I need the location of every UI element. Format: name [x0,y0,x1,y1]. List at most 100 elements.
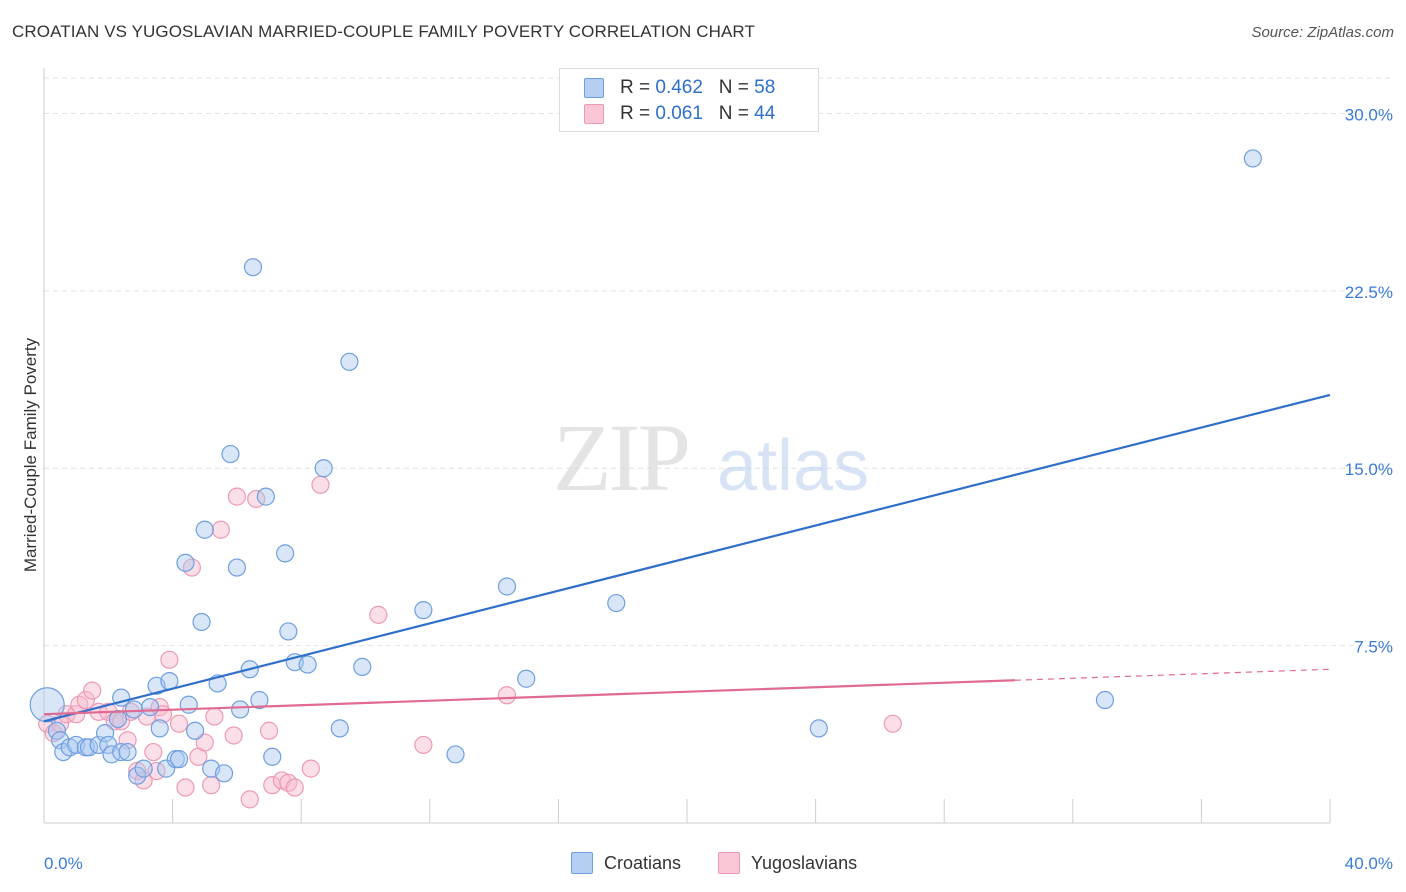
croatians-legend-swatch [571,852,593,874]
croatians-point [150,719,169,738]
croatians-point [263,747,282,766]
croatians-point [176,553,195,572]
n-label: N = [718,103,755,124]
croatians-point [809,719,828,738]
yugoslavians-legend-label: Yugoslavians [751,852,858,873]
yugoslavians-point [160,650,179,669]
croatians-point [47,721,66,740]
n-label: N = [718,77,755,98]
croatians-point [279,622,298,641]
n-value-yugoslavians: 44 [754,103,776,124]
r-label: R = [620,77,656,98]
yugoslavians-point [301,759,320,778]
croatians-point [192,612,211,632]
watermark-atlas: atlas [717,426,869,506]
croatians-point [214,764,234,783]
yugoslavians-point [169,714,189,733]
croatians-point [108,709,128,729]
croatians-point [517,669,536,688]
grid-lines [44,77,1392,647]
yugoslavians-point [883,714,902,733]
legend-item-yugoslavians: Yugoslavians [718,852,857,874]
axes [43,68,1331,824]
croatians-point [607,593,626,613]
tick-labels: 7.5% 15.0% 22.5% 30.0% 0.0% 40.0% [44,105,1393,873]
yugoslavians-point [195,733,214,752]
yugoslavians-point [497,686,517,705]
yugoslavians-point [176,778,195,797]
yugoslavians-point [224,726,243,745]
watermark-zip: ZIP [553,404,688,511]
croatians-point [276,544,295,563]
croatians-point [128,766,147,785]
croatians-point [330,719,349,738]
croatians-point [95,724,115,743]
yugoslavians-trend-line [43,679,1015,716]
yugoslavians-trend-extension [1014,668,1331,681]
croatians-trend-line [43,393,1331,723]
stats-row-croatians: R = 0.462 N = 58 [584,76,776,100]
source-label: Source: ZipAtlas.com [1251,24,1394,41]
croatians-point [169,750,189,769]
croatians-point [221,444,240,464]
yugoslavians-point [369,605,388,624]
croatians-point [231,700,250,719]
yugoslavians-point [414,735,433,755]
croatians-point [250,690,269,710]
y-tick-label: 7.5% [1354,638,1393,657]
x-tick-label: 0.0% [44,854,83,873]
croatians-point [1243,149,1262,168]
y-tick-label: 15.0% [1345,460,1393,479]
croatians-point [353,657,372,677]
yugoslavians-point [311,475,330,494]
n-value-croatians: 58 [754,77,776,98]
legend-item-croatians: Croatians [571,852,681,874]
croatians-legend-label: Croatians [604,852,682,873]
croatians-point [157,759,176,778]
croatians-point [227,558,246,577]
croatians-point [112,742,131,762]
yugoslavians-legend-swatch [718,852,740,874]
yugoslavians-point [205,707,224,726]
yugoslavians-point [285,778,304,797]
stats-row-yugoslavians: R = 0.061 N = 44 [584,102,776,126]
watermark: ZIP atlas [553,404,869,511]
croatians-point [414,601,433,620]
croatians-swatch [584,78,604,98]
croatians-point [89,735,108,755]
croatians-point [497,577,517,596]
yugoslavians-point [76,690,95,710]
croatians-point [118,742,137,762]
croatians-points [29,149,1262,785]
croatians-point [314,459,333,478]
croatians-point [140,698,160,717]
croatians-point [195,520,214,539]
croatians-point [243,258,263,277]
trend-lines [43,393,1331,723]
croatians-point [298,655,317,674]
r-label: R = [620,103,656,124]
y-axis-label: Married-Couple Family Poverty [21,337,40,572]
r-value-yugoslavians: 0.061 [655,103,703,124]
yugoslavians-point [112,712,131,731]
croatians-point [179,695,198,714]
yugoslavians-point [144,742,163,762]
yugoslavians-point [227,487,246,506]
yugoslavians-point [44,724,63,743]
croatians-point [124,700,144,719]
croatians-point [340,352,359,371]
croatians-point [186,721,205,740]
chart-title: CROATIAN VS YUGOSLAVIAN MARRIED-COUPLE F… [12,22,755,41]
y-tick-label: 22.5% [1345,283,1393,302]
yugoslavians-point [259,721,279,740]
y-tick-label: 30.0% [1345,105,1393,124]
croatians-point [1095,690,1115,710]
yugoslavians-point [83,681,102,700]
yugoslavians-point [211,520,230,539]
yugoslavians-swatch [584,104,604,124]
croatians-point [256,487,275,506]
r-value-croatians: 0.462 [655,77,703,98]
x-tick-label: 40.0% [1345,854,1393,873]
croatians-point [446,745,465,764]
